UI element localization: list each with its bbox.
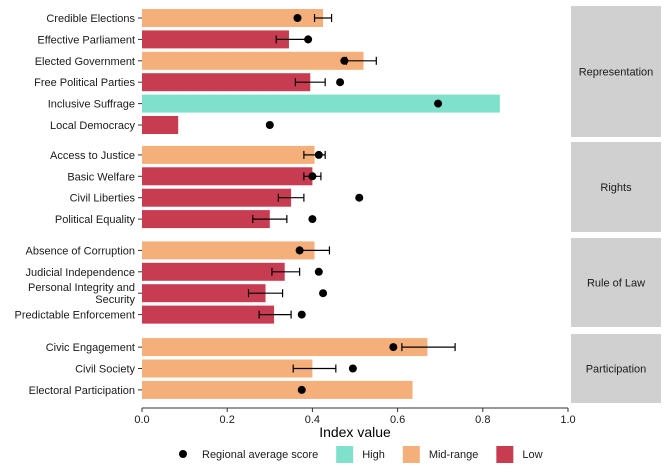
regional-point-inclusive-suffrage xyxy=(434,99,443,108)
bar-political-equality xyxy=(142,210,270,229)
regional-point-absence-of-corruption xyxy=(295,246,304,255)
legend-label-mid-range: Mid-range xyxy=(429,449,479,461)
regional-point-electoral-participation xyxy=(297,385,306,394)
y-label-judicial-independence: Judicial Independence xyxy=(26,267,135,279)
bar-inclusive-suffrage xyxy=(142,94,500,113)
bar-effective-parliament xyxy=(142,30,289,49)
bar-civil-liberties xyxy=(142,188,292,207)
y-label-absence-of-corruption: Absence of Corruption xyxy=(26,245,135,257)
regional-point-personal-integrity-and-security xyxy=(319,289,328,298)
errorbar-judicial-independence xyxy=(271,267,301,276)
errorbar-personal-integrity-and-security xyxy=(247,289,284,298)
bar-access-to-justice xyxy=(142,145,315,164)
errorbar-credible-elections xyxy=(313,14,333,22)
regional-point-local-democracy xyxy=(265,121,274,129)
facet-strip-rights xyxy=(571,142,661,232)
bar-electoral-participation xyxy=(142,380,413,399)
regional-point-access-to-justice xyxy=(314,150,323,159)
y-label-personal-integrity-and-security: Personal Integrity and Security xyxy=(28,282,136,306)
regional-point-judicial-independence xyxy=(314,267,323,276)
facet-strip-participation xyxy=(571,334,661,403)
regional-point-civic-engagement xyxy=(389,343,398,352)
regional-point-free-political-parties xyxy=(336,78,345,87)
legend-label-high: High xyxy=(362,449,385,461)
errorbar-civil-liberties xyxy=(277,193,305,202)
y-label-free-political-parties: Free Political Parties xyxy=(34,77,135,89)
bar-free-political-parties xyxy=(142,73,311,92)
bar-predictable-enforcement xyxy=(142,305,275,324)
y-label-local-democracy: Local Democracy xyxy=(50,120,135,132)
y-label-inclusive-suffrage: Inclusive Suffrage xyxy=(48,99,135,111)
regional-point-effective-parliament xyxy=(304,35,313,44)
y-label-political-equality: Political Equality xyxy=(55,214,136,226)
regional-point-basic-welfare xyxy=(308,172,317,181)
y-axis-labels: Credible Elections Effective Parliament El… xyxy=(15,13,142,397)
y-label-credible-elections: Credible Elections xyxy=(46,13,135,25)
legend-item-high: High xyxy=(336,446,385,463)
regional-point-civil-society xyxy=(348,364,357,373)
y-label-civic-engagement: Civic Engagement xyxy=(46,342,135,354)
y-label-civil-society: Civil Society xyxy=(75,364,135,376)
legend-key-mid-range xyxy=(402,446,420,463)
y-label-elected-government: Elected Government xyxy=(35,56,135,68)
regional-point-political-equality xyxy=(308,215,317,224)
legend-item-mid-range: Mid-range xyxy=(402,446,479,463)
errorbar-political-equality xyxy=(252,215,288,224)
x-tick-label-0-2: 0.2 xyxy=(220,414,235,426)
bar-absence-of-corruption xyxy=(142,241,315,260)
bar-civil-society xyxy=(142,359,313,378)
y-label-access-to-justice: Access to Justice xyxy=(50,150,135,162)
errorbar-predictable-enforcement xyxy=(258,310,292,319)
y-label-effective-parliament: Effective Parliament xyxy=(37,34,135,46)
facet-label-representation: Representation xyxy=(579,67,654,79)
legend-item-low: Low xyxy=(496,446,543,463)
errorbar-civil-society xyxy=(292,364,337,373)
bar-credible-elections xyxy=(142,9,324,27)
y-label-civil-liberties: Civil Liberties xyxy=(70,193,136,205)
regional-point-credible-elections xyxy=(293,14,302,22)
facet-label-rule-of-law: Rule of Law xyxy=(587,278,645,290)
bars-layer xyxy=(142,9,500,399)
regional-point-predictable-enforcement xyxy=(297,310,306,319)
x-tick-label-0-0: 0.0 xyxy=(134,414,149,426)
legend-key-point xyxy=(179,450,187,458)
legend-key-high xyxy=(336,446,354,463)
regional-point-elected-government xyxy=(340,56,349,65)
bar-judicial-independence xyxy=(142,262,285,281)
regional-point-civil-liberties xyxy=(355,193,364,202)
errorbar-civic-engagement xyxy=(401,343,456,352)
facet-strip-representation xyxy=(571,6,661,137)
x-axis: 0.0 0.2 0.4 0.6 0.8 1.0 xyxy=(134,407,576,426)
x-tick-label-0-8: 0.8 xyxy=(475,414,490,426)
bar-elected-government xyxy=(142,51,364,70)
x-tick-label-0-4: 0.4 xyxy=(305,414,320,426)
x-axis-title: Index value xyxy=(319,424,391,440)
x-tick-label-1-0: 1.0 xyxy=(560,414,575,426)
facet-strip-rule-of-law xyxy=(571,238,661,327)
regional-points-layer xyxy=(265,14,443,394)
y-label-predictable-enforcement: Predictable Enforcement xyxy=(15,310,135,322)
facet-label-rights: Rights xyxy=(600,182,632,194)
bar-civic-engagement xyxy=(142,338,428,357)
x-tick-label-0-6: 0.6 xyxy=(390,414,405,426)
legend-key-low xyxy=(496,446,514,463)
bar-personal-integrity-and-security xyxy=(142,284,266,303)
errorbars-layer xyxy=(247,14,456,373)
y-label-electoral-participation: Electoral Participation xyxy=(29,385,135,397)
facet-label-participation: Participation xyxy=(586,364,647,376)
legend-label-regional-average-score: Regional average score xyxy=(202,449,318,461)
facet-strips: Representation Rights Rule of Law Participa… xyxy=(571,6,661,403)
bar-basic-welfare xyxy=(142,167,313,186)
legend-item-regional-average-score: Regional average score xyxy=(179,449,318,461)
legend: Regional average score High Mid-range Low xyxy=(179,446,543,463)
legend-label-low: Low xyxy=(522,449,542,461)
y-label-basic-welfare: Basic Welfare xyxy=(67,171,135,183)
errorbar-free-political-parties xyxy=(294,78,326,87)
bar-local-democracy xyxy=(142,116,179,134)
